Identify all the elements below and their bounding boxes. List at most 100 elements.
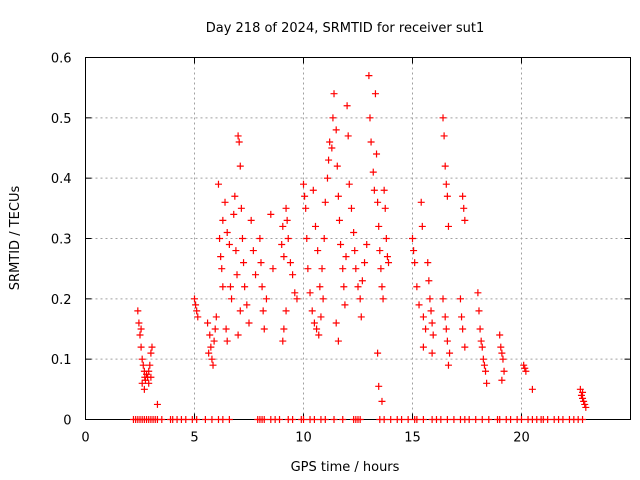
data-point (204, 319, 212, 327)
data-point (326, 138, 334, 146)
x-axis-label: GPS time / hours (291, 460, 400, 475)
data-point (238, 235, 246, 242)
data-point (347, 204, 355, 212)
x-tick-label: 15 (404, 431, 421, 446)
data-point (260, 325, 268, 333)
data-point (482, 367, 490, 375)
data-point (428, 319, 436, 327)
data-point (441, 162, 449, 170)
data-point (269, 265, 277, 273)
data-point (234, 331, 242, 339)
data-point (208, 355, 216, 363)
data-point (223, 228, 231, 236)
data-point (429, 331, 437, 339)
data-point (465, 416, 473, 423)
data-point (332, 126, 340, 134)
data-point (212, 313, 220, 321)
data-point (228, 295, 236, 303)
data-point (477, 337, 485, 345)
data-point (258, 283, 266, 291)
data-point (442, 180, 450, 188)
x-tick-label: 5 (190, 431, 198, 446)
data-point (387, 416, 395, 423)
data-point (456, 295, 464, 303)
data-point (300, 180, 307, 188)
data-point (330, 90, 338, 98)
data-point (148, 343, 156, 351)
data-point (522, 367, 530, 375)
data-point (342, 253, 350, 261)
data-point (233, 271, 241, 279)
tick-labels: 0 5 10 15 20 0 0.1 0.2 0.3 0.4 0.5 0.6 (51, 52, 530, 446)
data-point (236, 307, 244, 315)
data-point (262, 295, 270, 303)
data-point (319, 295, 327, 303)
data-point (332, 319, 340, 327)
data-point (283, 216, 291, 224)
data-point (581, 400, 589, 408)
data-point (427, 307, 435, 315)
data-point (411, 259, 419, 267)
data-point (282, 307, 290, 315)
data-point (330, 416, 338, 423)
chart-title: Day 218 of 2024, SRMTID for receiver sut… (206, 21, 485, 36)
data-point (231, 192, 239, 200)
data-point (361, 259, 369, 267)
data-point (134, 307, 142, 315)
data-point (544, 416, 552, 423)
data-point (225, 241, 233, 249)
data-point (370, 186, 378, 194)
data-point (222, 325, 230, 333)
data-point (282, 204, 290, 212)
data-point (252, 271, 260, 279)
data-point (237, 204, 245, 212)
data-point (245, 319, 253, 327)
data-point (381, 204, 389, 212)
data-point (398, 416, 406, 423)
data-point (335, 216, 343, 224)
data-point (343, 102, 351, 110)
data-point (334, 192, 342, 200)
data-point (424, 259, 432, 267)
data-point (320, 235, 328, 242)
data-point (417, 198, 425, 206)
data-point (443, 192, 451, 200)
data-point (345, 180, 353, 188)
data-point (256, 235, 264, 242)
data-point (280, 325, 288, 333)
data-point (192, 301, 200, 309)
y-axis-label: SRMTID / TECUs (8, 186, 23, 291)
data-point (286, 259, 294, 267)
data-point (475, 307, 483, 315)
data-point (243, 301, 251, 309)
data-point (446, 349, 454, 357)
data-point (316, 283, 324, 291)
data-point (480, 361, 488, 369)
y-tick-label: 0.2 (51, 293, 72, 308)
data-point (321, 416, 329, 423)
data-point (193, 416, 201, 423)
data-point (374, 349, 382, 357)
data-point (267, 210, 275, 218)
y-tick-label: 0.4 (51, 172, 72, 187)
data-point (221, 198, 229, 206)
data-point (358, 277, 366, 285)
data-point (276, 416, 284, 423)
data-point (352, 265, 360, 273)
data-point (140, 385, 148, 393)
x-tick-label: 10 (295, 431, 312, 446)
data-point (311, 222, 319, 230)
data-point (472, 416, 480, 423)
data-point (444, 361, 452, 369)
data-point (367, 138, 375, 146)
data-point (458, 313, 466, 321)
data-point (425, 277, 433, 285)
data-point (528, 385, 536, 393)
data-point (378, 283, 386, 291)
data-point (147, 349, 155, 357)
data-point (318, 265, 326, 273)
data-point (375, 222, 383, 230)
data-point (313, 325, 321, 333)
y-tick-label: 0.6 (51, 52, 72, 67)
